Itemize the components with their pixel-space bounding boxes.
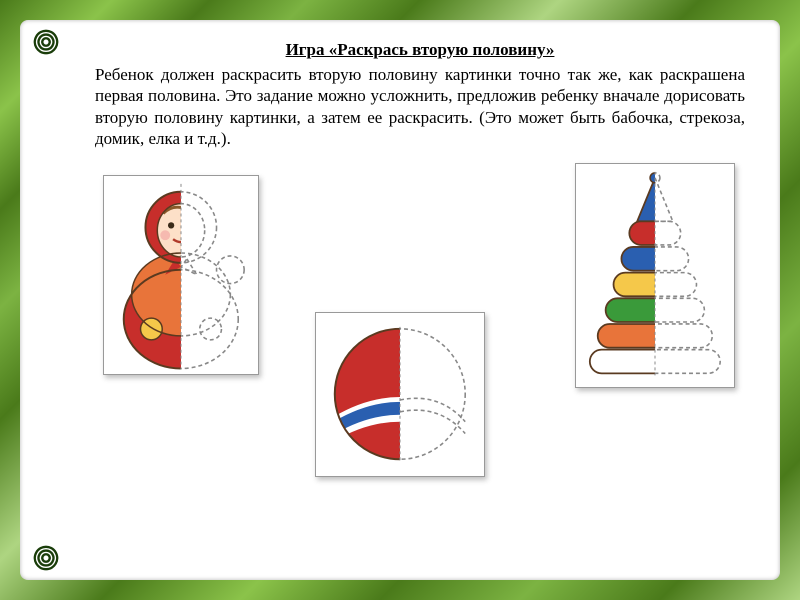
title: Игра «Раскрась вторую половину» [95, 40, 745, 60]
content-area: Игра «Раскрась вторую половину» Ребенок … [95, 40, 745, 560]
ball-card [315, 312, 485, 477]
pyramid-card [575, 163, 735, 388]
slide-frame: Игра «Раскрась вторую половину» Ребенок … [0, 0, 800, 600]
matryoshka-card [103, 175, 259, 375]
swirl-icon [32, 544, 60, 572]
body-text: Ребенок должен раскрасить вторую половин… [95, 64, 745, 149]
swirl-icon [32, 28, 60, 56]
illustrations [95, 167, 745, 527]
